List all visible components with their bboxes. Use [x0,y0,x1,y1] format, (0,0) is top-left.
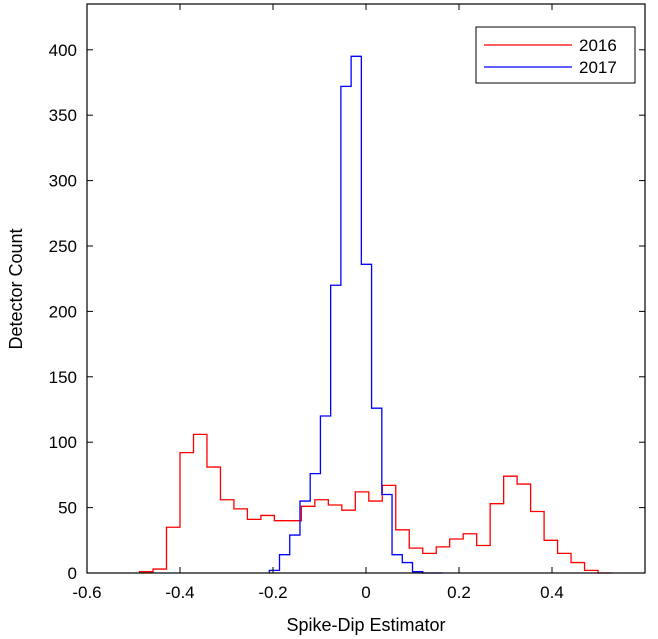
series-layer [138,55,612,574]
x-axis-title: Spike-Dip Estimator [286,615,445,635]
x-tick-label: 0.4 [540,583,564,602]
legend: 2016 2017 [475,26,636,84]
series-line-2016 [138,433,612,574]
legend-label-2017: 2017 [579,58,617,77]
plot-area [87,4,645,573]
x-tick-label: 0 [361,583,370,602]
y-tick-label: 50 [58,499,77,518]
y-axis: 0 50 100 150 200 250 300 350 400 [49,41,645,583]
y-tick-label: 100 [49,433,77,452]
y-tick-label: 300 [49,172,77,191]
x-tick-label: 0.2 [447,583,471,602]
y-tick-label: 150 [49,368,77,387]
x-tick-label: -0.4 [165,583,194,602]
y-tick-label: 200 [49,302,77,321]
y-axis-title: Detector Count [6,228,26,349]
legend-box [475,26,636,84]
x-tick-label: -0.2 [258,583,287,602]
x-axis: -0.6 -0.4 -0.2 0 0.2 0.4 [72,4,564,602]
y-tick-label: 0 [68,564,77,583]
series-line-2017 [268,55,444,574]
y-tick-label: 250 [49,237,77,256]
legend-label-2016: 2016 [579,36,617,55]
y-tick-label: 350 [49,106,77,125]
x-tick-label: -0.6 [72,583,101,602]
y-tick-label: 400 [49,41,77,60]
